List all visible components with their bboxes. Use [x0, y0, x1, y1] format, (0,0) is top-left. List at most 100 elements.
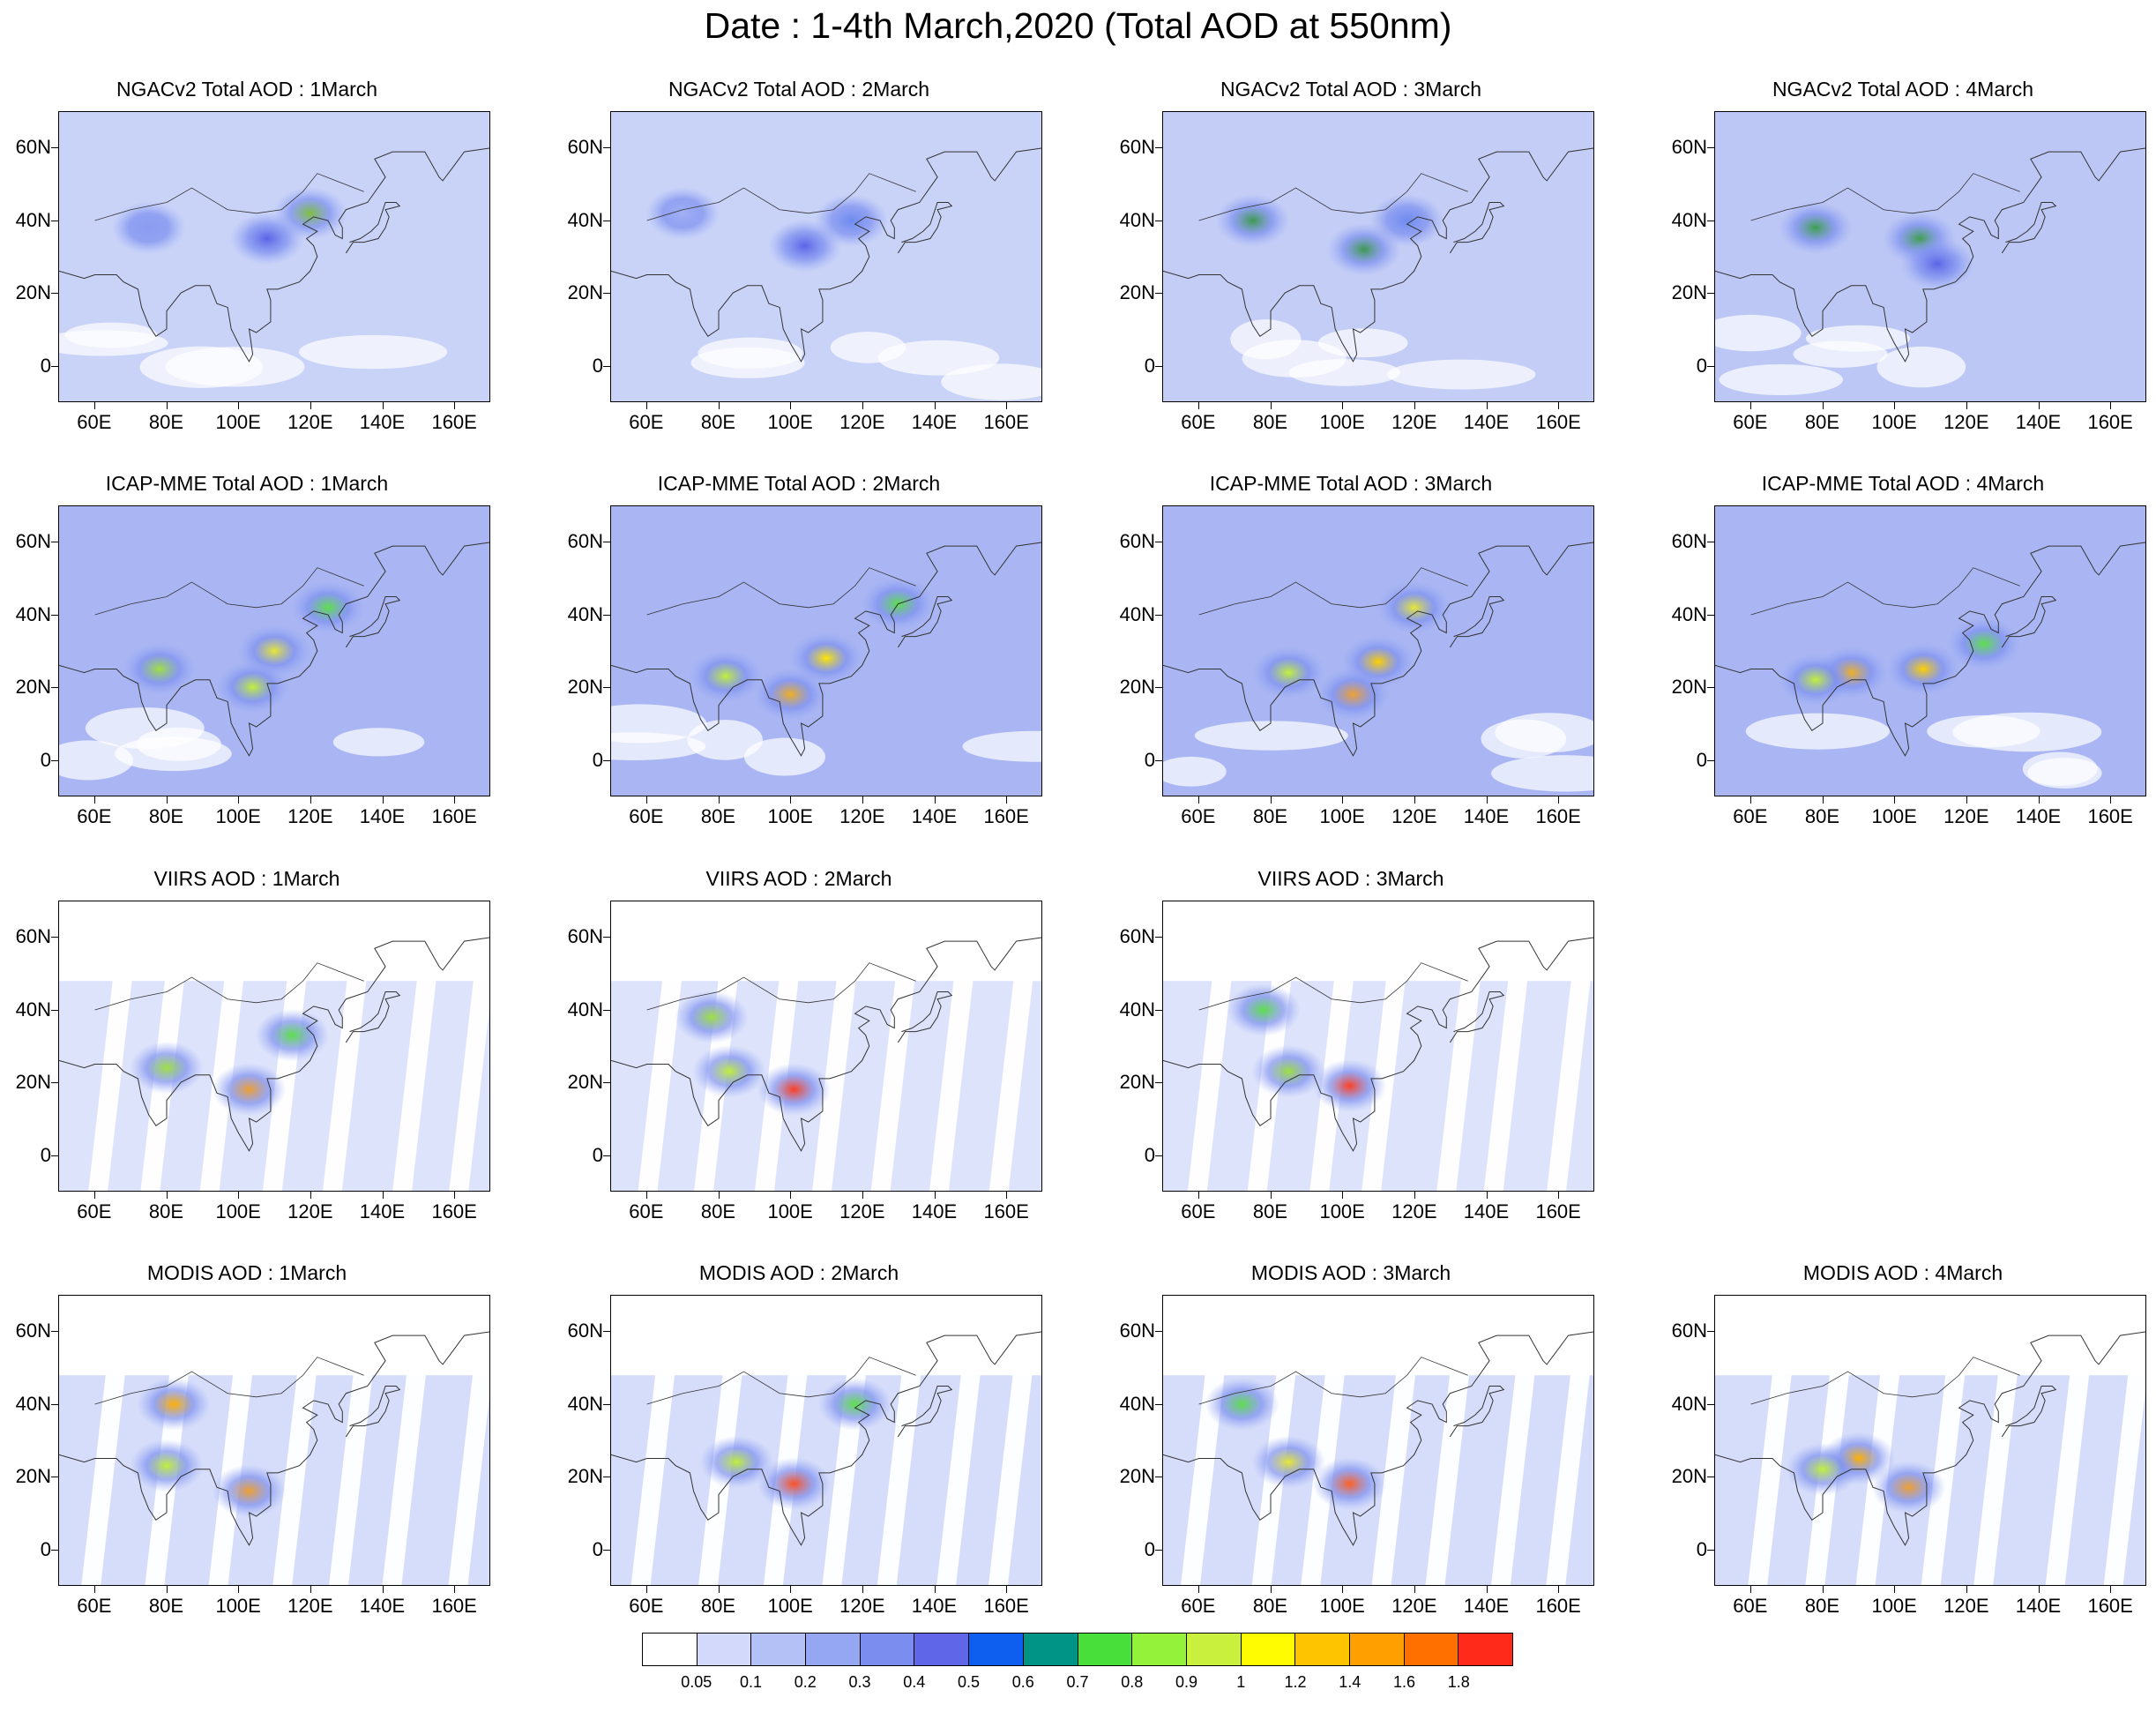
coastline	[897, 201, 953, 254]
latitude-label: 20N	[1119, 281, 1155, 304]
longitude-tick	[2038, 402, 2040, 409]
latitude-label: 0	[1144, 354, 1155, 377]
longitude-label: 120E	[1943, 411, 1989, 433]
longitude-tick	[1270, 402, 1272, 409]
low-aod-region	[1386, 359, 1536, 390]
longitude-tick	[790, 1586, 792, 1593]
country-border	[1198, 1357, 1468, 1405]
colorbar-swatch	[860, 1634, 915, 1665]
longitude-tick	[862, 402, 863, 409]
longitude-tick	[1197, 1192, 1199, 1199]
longitude-tick	[1342, 402, 1344, 409]
latitude-tick	[603, 365, 610, 367]
latitude-label: 20N	[15, 1465, 51, 1488]
longitude-tick	[1270, 796, 1272, 804]
latitude-label: 0	[40, 748, 51, 771]
coastline	[345, 991, 401, 1043]
longitude-tick	[934, 1192, 936, 1199]
latitude-tick	[1707, 614, 1714, 616]
longitude-label: 60E	[77, 1595, 112, 1617]
low-aod-region	[611, 732, 706, 760]
aod-hotspot	[767, 219, 842, 273]
aod-hotspot	[675, 991, 749, 1044]
aod-hotspot	[1376, 580, 1451, 634]
latitude-tick	[51, 147, 58, 149]
latitude-label: 20N	[1671, 281, 1707, 304]
longitude-label: 160E	[2087, 1595, 2133, 1617]
latitude-label: 40N	[1119, 1392, 1155, 1415]
longitude-tick	[718, 1192, 720, 1199]
longitude-label: 60E	[77, 805, 112, 827]
aod-colorbar	[642, 1633, 1513, 1666]
longitude-tick	[454, 1192, 456, 1199]
longitude-label: 160E	[2087, 805, 2133, 827]
coastline	[897, 1385, 953, 1438]
longitude-label: 140E	[359, 1200, 406, 1222]
longitude-tick	[718, 402, 720, 409]
colorbar-tick-label: 0.8	[1121, 1673, 1144, 1691]
longitude-tick	[2038, 796, 2040, 804]
map-panel: ICAP-MME Total AOD : 3March 60N 40N 20N 0 60E…	[1104, 472, 1598, 873]
latitude-label: 60N	[1119, 925, 1155, 948]
aod-hotspot	[692, 1044, 767, 1098]
latitude-label: 20N	[1671, 1465, 1707, 1488]
low-aod-region	[877, 340, 1000, 376]
coastline	[1449, 201, 1505, 254]
longitude-label: 140E	[911, 411, 958, 433]
panel-title: NGACv2 Total AOD : 2March	[668, 78, 930, 101]
latitude-label: 40N	[15, 998, 51, 1020]
panel-title: VIIRS AOD : 2March	[705, 867, 892, 890]
latitude-label: 60N	[15, 1320, 51, 1342]
latitude-tick	[51, 1082, 58, 1084]
longitude-tick	[934, 1586, 936, 1593]
longitude-label: 120E	[1943, 805, 1989, 827]
latitude-tick	[51, 1331, 58, 1333]
colorbar-tick-label: 1.6	[1392, 1673, 1416, 1691]
colorbar-swatch	[697, 1634, 752, 1665]
colorbar-swatch	[1078, 1634, 1133, 1665]
longitude-label: 60E	[629, 1200, 664, 1222]
longitude-tick	[1486, 1192, 1488, 1199]
longitude-tick	[1822, 1586, 1824, 1593]
latitude-tick	[603, 1403, 610, 1405]
country-border	[1198, 173, 1468, 221]
longitude-tick	[1414, 1192, 1415, 1199]
latitude-label: 40N	[15, 1392, 51, 1415]
coastline	[59, 542, 489, 757]
longitude-tick	[1197, 1586, 1199, 1593]
aod-hotspot	[1871, 1461, 1946, 1514]
longitude-label: 120E	[1391, 411, 1437, 433]
aod-hotspot	[689, 649, 763, 703]
coastline	[1715, 542, 2145, 757]
map-plot-area	[610, 111, 1042, 402]
colorbar-tick-label: 0.6	[1011, 1673, 1034, 1691]
map-plot-area	[1714, 1295, 2146, 1586]
low-aod-region	[1745, 713, 1890, 750]
longitude-tick	[645, 402, 647, 409]
latitude-tick	[1707, 1331, 1714, 1333]
aod-hotspot	[1900, 237, 1974, 291]
longitude-label: 160E	[983, 411, 1029, 433]
aod-hotspot	[1312, 1059, 1387, 1112]
latitude-tick	[1155, 1155, 1162, 1156]
longitude-tick	[790, 402, 792, 409]
colorbar-tick-label: 1	[1236, 1673, 1246, 1691]
latitude-label: 40N	[1119, 602, 1155, 625]
aod-hotspot	[1779, 201, 1853, 255]
coastline	[59, 1331, 489, 1546]
longitude-label: 100E	[215, 805, 261, 827]
aod-hotspot	[291, 580, 365, 634]
longitude-tick	[2110, 1586, 2112, 1593]
latitude-label: 20N	[1671, 676, 1707, 699]
map-panel: VIIRS AOD : 3March 60N 40N 20N 0 60E 80E 100E 12…	[1104, 867, 1598, 1268]
longitude-tick	[382, 1192, 384, 1199]
longitude-label: 140E	[2015, 1595, 2062, 1617]
map-plot-area	[1162, 901, 1594, 1192]
longitude-label: 120E	[839, 805, 885, 827]
longitude-label: 160E	[983, 805, 1029, 827]
latitude-label: 20N	[567, 676, 603, 699]
map-panel: ICAP-MME Total AOD : 2March 60N 40N 20N 0 60E…	[552, 472, 1046, 873]
latitude-label: 0	[1144, 1143, 1155, 1166]
longitude-label: 60E	[1181, 805, 1216, 827]
low-aod-region	[1876, 346, 1966, 388]
